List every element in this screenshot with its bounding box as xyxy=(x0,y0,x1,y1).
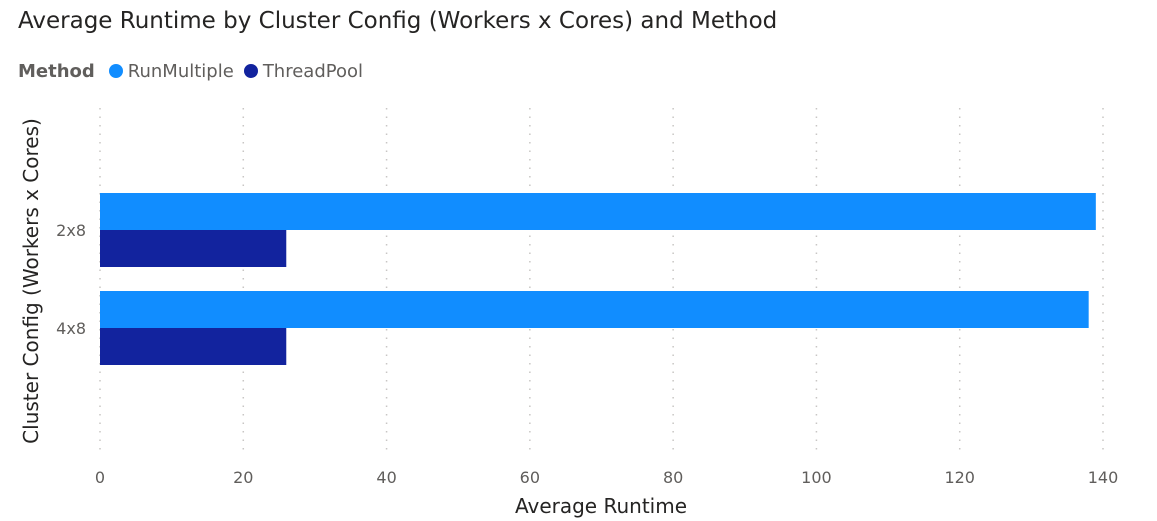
y-axis-ticks: 2x8 4x8 xyxy=(56,221,86,338)
x-tick-label: 60 xyxy=(520,468,540,487)
legend-title: Method xyxy=(18,60,95,82)
legend-item-threadpool[interactable]: ThreadPool xyxy=(243,60,363,82)
y-tick-label: 2x8 xyxy=(56,221,86,240)
legend-marker-runmultiple xyxy=(108,64,123,78)
bar-threadpool-4x8[interactable] xyxy=(100,328,287,365)
x-axis-ticks: 0 20 40 60 80 100 120 140 xyxy=(95,468,1118,487)
legend-label-runmultiple: RunMultiple xyxy=(127,60,234,82)
x-tick-label: 80 xyxy=(663,468,683,487)
bar-runmultiple-4x8[interactable] xyxy=(100,291,1089,328)
legend: Method RunMultiple ThreadPool xyxy=(18,59,373,83)
x-tick-label: 120 xyxy=(944,468,975,487)
y-axis-label: Cluster Config (Workers x Cores) xyxy=(19,118,43,444)
legend-marker-threadpool xyxy=(243,64,258,78)
chart-title: Average Runtime by Cluster Config (Worke… xyxy=(18,8,778,34)
x-tick-label: 20 xyxy=(233,468,253,487)
y-tick-label: 4x8 xyxy=(56,319,86,338)
x-tick-label: 0 xyxy=(95,468,105,487)
legend-item-runmultiple[interactable]: RunMultiple xyxy=(108,60,234,82)
x-tick-label: 140 xyxy=(1088,468,1119,487)
x-axis-label: Average Runtime xyxy=(515,494,687,518)
gridlines xyxy=(99,108,1104,453)
x-tick-label: 40 xyxy=(376,468,396,487)
bars xyxy=(100,193,1096,365)
bar-threadpool-2x8[interactable] xyxy=(100,230,287,267)
x-tick-label: 100 xyxy=(801,468,832,487)
bar-runmultiple-2x8[interactable] xyxy=(100,193,1096,230)
legend-label-threadpool: ThreadPool xyxy=(262,60,363,82)
